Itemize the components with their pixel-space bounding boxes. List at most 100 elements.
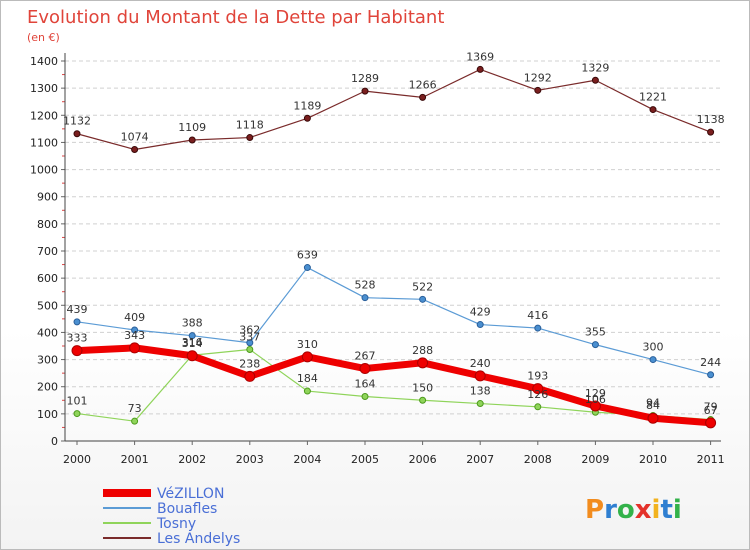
data-label: 1138 (697, 113, 725, 126)
data-point (303, 387, 311, 395)
data-point (73, 410, 81, 418)
data-label: 388 (182, 317, 203, 330)
data-label: 314 (182, 337, 203, 350)
data-point (532, 383, 544, 395)
data-label: 429 (470, 306, 491, 319)
data-label: 439 (67, 303, 88, 316)
data-label: 79 (704, 401, 718, 414)
watermark-letter: o (617, 495, 635, 525)
data-point (244, 370, 256, 382)
y-tick-label: 1100 (30, 136, 58, 149)
y-tick-label: 900 (37, 191, 58, 204)
x-tick-label: 2000 (63, 453, 91, 466)
legend-label: Les Andelys (157, 531, 240, 547)
data-point (705, 417, 717, 429)
data-label: 193 (527, 370, 548, 383)
data-point (476, 400, 484, 408)
data-point (246, 346, 254, 354)
data-point (188, 332, 196, 340)
x-tick-label: 2011 (697, 453, 725, 466)
data-label: 300 (643, 341, 664, 354)
data-point (474, 370, 486, 382)
legend-label: Tosny (156, 516, 196, 532)
data-point (417, 357, 429, 369)
data-point (361, 392, 369, 400)
data-point (131, 417, 139, 425)
data-label: 84 (646, 399, 660, 412)
watermark-letter: P (585, 495, 604, 525)
data-point (534, 403, 542, 411)
x-tick-label: 2006 (409, 453, 437, 466)
data-label: 1189 (293, 99, 321, 112)
data-point (647, 412, 659, 424)
series-lines (71, 65, 717, 429)
x-tick-label: 2005 (351, 453, 379, 466)
data-point (419, 295, 427, 303)
data-label: 138 (470, 385, 491, 398)
x-tick-label: 2002 (178, 453, 206, 466)
data-label: 67 (704, 404, 718, 417)
data-label: 416 (527, 309, 548, 322)
data-point (707, 128, 715, 136)
y-tick-label: 500 (37, 299, 58, 312)
data-label: 1289 (351, 72, 379, 85)
data-label: 1369 (466, 50, 494, 63)
data-label: 106 (585, 393, 606, 406)
y-tick-label: 700 (37, 245, 58, 258)
series-line (76, 266, 712, 376)
watermark-letter: r (604, 495, 617, 525)
series-line (76, 348, 712, 422)
data-point (188, 136, 196, 144)
series-line (73, 344, 715, 427)
data-label: 1292 (524, 71, 552, 84)
data-label: 1074 (121, 130, 149, 143)
y-tick-label: 300 (37, 354, 58, 367)
legend-label: Bouafles (157, 501, 217, 517)
data-label: 362 (239, 324, 260, 337)
data-labels: 1132 1074 1109 1118 1189 1289 1266 1369 1292 1329… (63, 50, 725, 416)
data-label: 94 (646, 396, 660, 409)
data-point (303, 264, 311, 272)
chart-title: Evolution du Montant de la Dette par Hab… (27, 7, 444, 28)
series-line (76, 68, 712, 151)
x-tick-label: 2010 (639, 453, 667, 466)
watermark-letter: x (635, 495, 652, 525)
data-label: 240 (470, 357, 491, 370)
data-point (131, 145, 139, 153)
data-label: 129 (585, 387, 606, 400)
data-point (591, 76, 599, 84)
data-label: 1221 (639, 91, 667, 104)
data-label: 409 (124, 311, 145, 324)
data-point (129, 342, 141, 354)
data-label: 244 (700, 356, 721, 369)
data-point (359, 363, 371, 375)
data-point (589, 400, 601, 412)
x-tick-label: 2008 (524, 453, 552, 466)
y-tick-label: 100 (37, 408, 58, 421)
data-point (534, 86, 542, 94)
data-label: 73 (128, 402, 142, 415)
data-point (419, 93, 427, 101)
data-point (476, 321, 484, 329)
data-point (707, 371, 715, 379)
data-label: 238 (239, 357, 260, 370)
y-tick-label: 0 (51, 435, 58, 448)
data-label: 126 (527, 388, 548, 401)
data-label: 316 (182, 336, 203, 349)
data-point (246, 134, 254, 142)
data-point (361, 294, 369, 302)
legend-label: VéZILLON (157, 486, 224, 502)
data-point (246, 339, 254, 347)
watermark-text: Proxiti (585, 495, 682, 525)
data-point (131, 326, 139, 334)
data-label: 184 (297, 372, 318, 385)
data-label: 1109 (178, 121, 206, 134)
x-tick-label: 2003 (236, 453, 264, 466)
y-tick-label: 1300 (30, 82, 58, 95)
data-point (419, 396, 427, 404)
data-point (303, 114, 311, 122)
data-point (649, 106, 657, 114)
data-point (71, 345, 83, 357)
